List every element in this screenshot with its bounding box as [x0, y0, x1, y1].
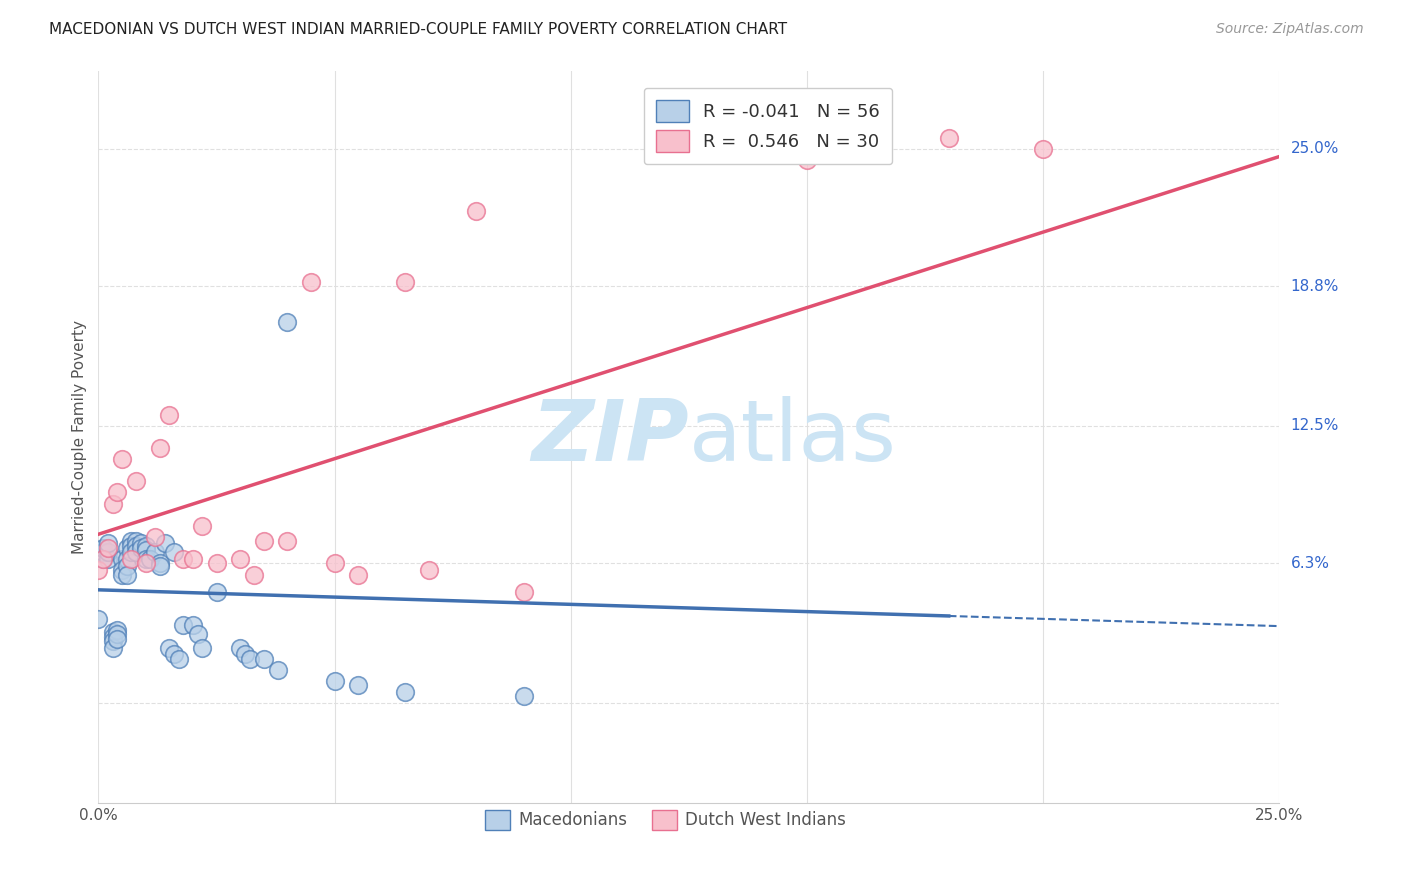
Point: [143, 530, 166, 544]
Point: [253, 534, 276, 549]
Point: [125, 545, 148, 559]
Legend: Macedonians, Dutch West Indians: Macedonians, Dutch West Indians: [477, 801, 855, 838]
Point: [239, 651, 262, 665]
Text: ZIP: ZIP: [531, 395, 689, 479]
Point: [87, 563, 110, 577]
Point: [97, 545, 120, 559]
Point: [125, 539, 148, 553]
Text: 25.0%: 25.0%: [1291, 142, 1339, 156]
Point: [91, 552, 114, 566]
Point: [115, 541, 138, 555]
Point: [323, 673, 346, 688]
Text: Source: ZipAtlas.com: Source: ZipAtlas.com: [1216, 22, 1364, 37]
Point: [191, 640, 214, 655]
Point: [267, 663, 290, 677]
Y-axis label: Married-Couple Family Poverty: Married-Couple Family Poverty: [72, 320, 87, 554]
Point: [149, 558, 172, 573]
Point: [1032, 142, 1054, 156]
Text: atlas: atlas: [689, 395, 897, 479]
Point: [105, 632, 128, 646]
Point: [125, 475, 148, 489]
Point: [394, 275, 416, 289]
Point: [347, 678, 370, 692]
Point: [191, 518, 214, 533]
Point: [135, 539, 157, 553]
Point: [91, 545, 114, 559]
Point: [121, 539, 143, 553]
Point: [167, 651, 190, 665]
Point: [121, 552, 143, 566]
Point: [172, 618, 194, 632]
Point: [97, 541, 120, 555]
Point: [135, 543, 157, 558]
Point: [135, 557, 157, 571]
Point: [276, 534, 298, 549]
Point: [149, 441, 172, 455]
Point: [101, 630, 124, 644]
Point: [157, 640, 180, 655]
Point: [276, 315, 298, 329]
Point: [97, 552, 120, 566]
Point: [105, 627, 128, 641]
Point: [101, 497, 124, 511]
Point: [91, 541, 114, 555]
Point: [394, 685, 416, 699]
Point: [121, 534, 143, 549]
Point: [111, 563, 134, 577]
Point: [91, 552, 114, 566]
Point: [347, 567, 370, 582]
Point: [181, 618, 204, 632]
Point: [143, 545, 166, 559]
Point: [111, 452, 134, 467]
Point: [153, 536, 176, 550]
Point: [229, 552, 252, 566]
Point: [253, 651, 276, 665]
Point: [111, 567, 134, 582]
Point: [299, 275, 322, 289]
Point: [512, 585, 534, 599]
Point: [205, 557, 228, 571]
Point: [172, 552, 194, 566]
Point: [465, 204, 488, 219]
Point: [181, 552, 204, 566]
Point: [163, 648, 186, 662]
Point: [229, 640, 252, 655]
Point: [129, 541, 152, 555]
Point: [243, 567, 266, 582]
Point: [121, 545, 143, 559]
Point: [129, 536, 152, 550]
Text: 6.3%: 6.3%: [1291, 556, 1330, 571]
Point: [157, 408, 180, 422]
Point: [87, 612, 110, 626]
Point: [163, 545, 186, 559]
Point: [205, 585, 228, 599]
Point: [139, 552, 162, 566]
Point: [938, 131, 960, 145]
Point: [125, 534, 148, 549]
Point: [115, 552, 138, 566]
Text: 18.8%: 18.8%: [1291, 279, 1339, 293]
Point: [101, 640, 124, 655]
Text: MACEDONIAN VS DUTCH WEST INDIAN MARRIED-COUPLE FAMILY POVERTY CORRELATION CHART: MACEDONIAN VS DUTCH WEST INDIAN MARRIED-…: [49, 22, 787, 37]
Text: 12.5%: 12.5%: [1291, 418, 1339, 434]
Point: [111, 552, 134, 566]
Point: [97, 536, 120, 550]
Point: [796, 153, 818, 167]
Point: [418, 563, 440, 577]
Point: [101, 634, 124, 648]
Point: [115, 558, 138, 573]
Point: [101, 625, 124, 640]
Point: [512, 690, 534, 704]
Point: [105, 623, 128, 637]
Point: [149, 557, 172, 571]
Point: [187, 627, 209, 641]
Point: [115, 567, 138, 582]
Point: [323, 557, 346, 571]
Point: [233, 648, 256, 662]
Point: [135, 552, 157, 566]
Point: [105, 485, 128, 500]
